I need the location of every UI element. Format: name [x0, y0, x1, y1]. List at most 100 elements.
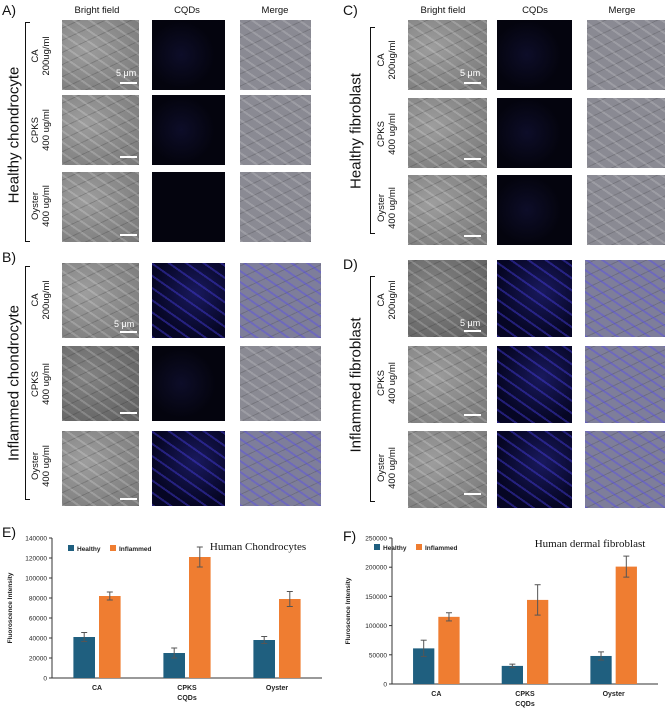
micrograph-b-ca-brightfield: 5 μm: [62, 263, 139, 338]
y-tick-label: 250000: [365, 536, 387, 543]
chart-title: Human dermal fibroblast: [535, 538, 646, 550]
row-label-cpks: CPKS 400 ug/ml: [30, 363, 52, 405]
bracket-c: [370, 27, 375, 234]
column-header-merge: Merge: [608, 5, 636, 16]
bar-inflammed-oyster: [615, 566, 637, 684]
y-tick-label: 20000: [29, 656, 47, 663]
micrograph-b-cpks-cqds: [152, 346, 225, 421]
row-label-oyster: Oyster 400 ug/ml: [30, 185, 52, 227]
panel-letter-e: E): [2, 524, 16, 540]
column-header-bright-field: Bright field: [420, 5, 466, 16]
micrograph-d-cpks-brightfield: [408, 346, 487, 423]
micrograph-a-ca-merge: [240, 20, 311, 90]
group-label-inflammed-chondrocyte: Inflammed chondrocyte: [5, 305, 23, 461]
y-tick-label: 100000: [365, 623, 387, 630]
y-tick-label: 150000: [365, 594, 387, 601]
row-label-oyster: Oyster 400 ug/ml: [30, 445, 52, 487]
chart-human-chondrocytes: 0 20000 40000 60000 80000 100000 120000 140000 C…: [7, 536, 322, 702]
y-tick-label: 0: [43, 676, 47, 683]
x-tick-label: Oyster: [603, 691, 625, 698]
micrograph-c-oyster-merge: [587, 175, 665, 245]
micrograph-d-oyster-brightfield: [408, 431, 487, 508]
x-tick-label: CA: [92, 685, 102, 692]
row-label-ca: CA 200ug/ml: [30, 280, 52, 320]
scale-bar: [464, 82, 481, 84]
y-tick-label: 200000: [365, 565, 387, 572]
y-tick-label: 60000: [29, 616, 47, 623]
chart-title: Human Chondrocytes: [210, 541, 306, 553]
micrograph-b-cpks-merge: [240, 346, 321, 421]
row-label-cpks: CPKS 400 ug/ml: [376, 362, 398, 404]
micrograph-b-cpks-brightfield: [62, 346, 139, 421]
micrograph-d-cpks-merge: [585, 346, 665, 423]
x-tick-label: CPKS: [515, 691, 535, 698]
micrograph-c-cpks-cqds: [497, 98, 572, 168]
scale-bar: [120, 82, 137, 84]
y-tick-label: 80000: [29, 596, 47, 603]
micrograph-d-ca-merge: [585, 260, 665, 337]
micrograph-a-cpks-cqds: [152, 95, 225, 165]
scale-bar: [120, 412, 137, 414]
legend-label-inflammed: Inflammed: [119, 546, 152, 553]
scale-bar-label: 5 μm: [116, 68, 137, 78]
panel-letter-b: B): [2, 249, 16, 265]
x-tick-label: Oyster: [266, 685, 288, 692]
scale-bar: [120, 234, 137, 236]
legend-label-healthy: Healthy: [77, 546, 101, 553]
y-tick-label: 0: [383, 682, 387, 689]
scale-bar-label: 5 μm: [460, 68, 481, 78]
legend-label-healthy: Healthy: [383, 545, 407, 552]
bar-healthy-cpks: [163, 653, 185, 678]
legend-swatch-healthy: [68, 545, 74, 551]
micrograph-a-oyster-brightfield: [62, 172, 139, 242]
scale-bar: [464, 493, 481, 495]
micrograph-c-oyster-cqds: [497, 175, 572, 245]
legend-swatch-inflammed: [110, 545, 116, 551]
micrograph-d-oyster-cqds: [497, 431, 572, 508]
chart-human-dermal-fibroblast: 0 50000 100000 150000 200000 250000 CA CPKS Oyst…: [345, 536, 658, 708]
column-header-cqds: CQDs: [174, 5, 200, 16]
micrograph-c-ca-cqds: [497, 20, 572, 90]
micrograph-a-ca-brightfield: 5 μm: [62, 20, 139, 90]
micrograph-a-oyster-cqds: [152, 172, 225, 242]
y-axis-label: Fluroscence Intensity: [345, 577, 352, 644]
x-axis-label: CQDs: [177, 695, 197, 702]
micrograph-b-ca-merge: [240, 263, 321, 338]
bar-healthy-oyster: [590, 655, 612, 684]
micrograph-b-oyster-merge: [240, 431, 321, 506]
micrograph-b-oyster-brightfield: [62, 431, 139, 506]
column-header-bright-field: Bright field: [74, 5, 120, 16]
legend-swatch-healthy: [374, 544, 380, 550]
micrograph-c-oyster-brightfield: [408, 175, 487, 245]
micrograph-c-ca-brightfield: 5 μm: [408, 20, 487, 90]
bracket-b: [25, 266, 30, 500]
bar-healthy-cpks: [501, 665, 523, 684]
panel-letter-c: C): [343, 2, 358, 18]
micrograph-d-oyster-merge: [585, 431, 665, 508]
x-tick-label: CPKS: [177, 685, 197, 692]
y-tick-label: 120000: [25, 556, 47, 563]
micrograph-b-ca-cqds: [152, 263, 225, 338]
row-label-ca: CA 200ug/ml: [30, 36, 52, 76]
column-header-cqds: CQDs: [522, 5, 548, 16]
bar-inflammed-oyster: [279, 599, 301, 678]
scale-bar: [464, 235, 481, 237]
group-label-inflammed-fibroblast: Inflammed fibroblast: [347, 317, 365, 453]
panel-letter-a: A): [2, 2, 16, 18]
y-tick-label: 50000: [369, 652, 387, 659]
panel-letter-d: D): [343, 256, 358, 272]
bracket-a: [25, 22, 30, 242]
row-label-ca: CA 200ug/ml: [376, 280, 398, 320]
legend-swatch-inflammed: [416, 544, 422, 550]
micrograph-a-ca-cqds: [152, 20, 225, 90]
column-header-merge: Merge: [261, 5, 289, 16]
bar-healthy-ca: [73, 637, 95, 678]
micrograph-c-cpks-brightfield: [408, 98, 487, 168]
y-tick-label: 40000: [29, 636, 47, 643]
x-axis-label: CQDs: [515, 701, 535, 708]
bar-healthy-oyster: [253, 640, 275, 678]
bar-healthy-ca: [413, 648, 435, 684]
y-tick-label: 140000: [25, 536, 47, 543]
micrograph-d-cpks-cqds: [497, 346, 572, 423]
micrograph-a-cpks-merge: [240, 95, 311, 165]
